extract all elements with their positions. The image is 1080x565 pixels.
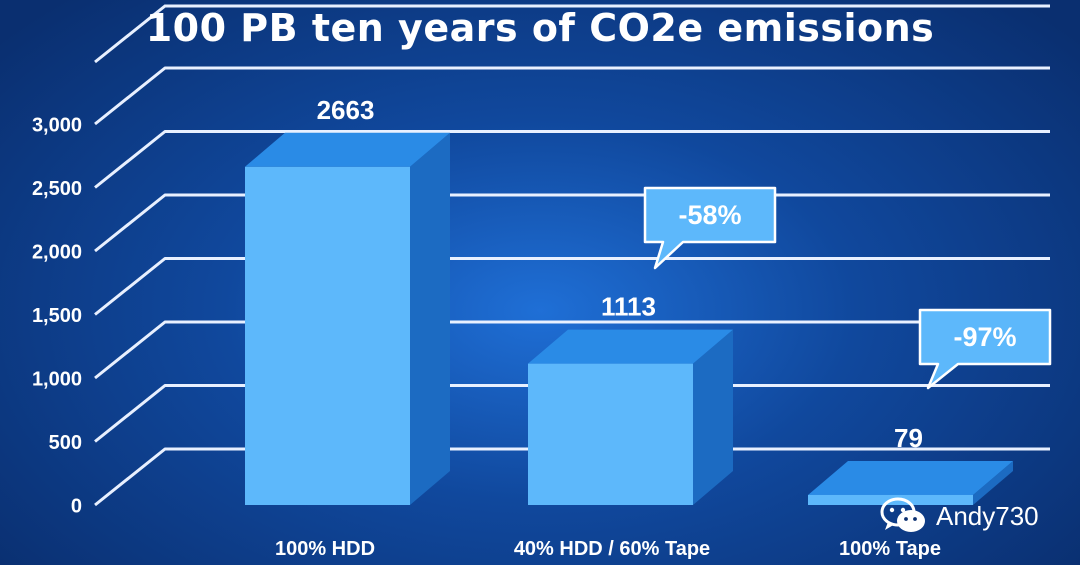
y-axis-ticks: 0 500 1,000 1,500 2,000 2,500 3,000	[32, 114, 82, 517]
bars	[245, 132, 1013, 505]
y-tick-label: 1,000	[32, 368, 82, 390]
bar-side	[973, 460, 1013, 505]
watermark: Andy730	[880, 496, 1039, 536]
value-labels: 2663 1113 79	[317, 95, 923, 453]
y-tick-label: 1,500	[32, 305, 82, 327]
gridline	[94, 66, 1050, 126]
bar-top	[245, 132, 450, 167]
value-label: 2663	[317, 95, 375, 125]
y-tick-label: 2,000	[32, 241, 82, 263]
y-tick-label: 500	[49, 432, 82, 454]
gridline	[94, 384, 1050, 443]
chart-title: 100 PB ten years of CO2e emissions	[145, 6, 935, 50]
gridline	[94, 257, 1050, 316]
bar	[528, 363, 693, 505]
watermark-text: Andy730	[936, 500, 1039, 531]
y-tick-label: 2,500	[32, 178, 82, 200]
y-tick-label: 3,000	[32, 114, 82, 136]
callout-bubble: -97%	[918, 308, 1052, 390]
value-label: 79	[894, 423, 923, 453]
gridline	[94, 4, 1050, 64]
gridline	[94, 320, 1050, 380]
callout-text: -58%	[678, 200, 741, 230]
callout-text: -97%	[953, 322, 1016, 352]
value-label: 1113	[601, 292, 656, 322]
x-axis-labels: 100% HDD 40% HDD / 60% Tape 100% Tape	[275, 538, 941, 560]
bar-top	[528, 329, 733, 364]
gridline	[94, 193, 1050, 253]
y-tick-label: 0	[71, 495, 82, 517]
bar-side	[693, 329, 733, 505]
bar	[245, 166, 410, 505]
x-tick-label: 40% HDD / 60% Tape	[514, 538, 710, 560]
callouts: -58% -97%	[643, 186, 1052, 390]
x-tick-label: 100% Tape	[839, 538, 941, 560]
gridline	[94, 447, 1050, 507]
bar-side	[410, 132, 450, 505]
wechat-icon	[880, 497, 925, 532]
bar-top	[808, 460, 1013, 495]
gridlines	[94, 4, 1050, 507]
gridline	[94, 130, 1050, 189]
callout-bubble: -58%	[643, 186, 777, 270]
x-tick-label: 100% HDD	[275, 538, 375, 560]
